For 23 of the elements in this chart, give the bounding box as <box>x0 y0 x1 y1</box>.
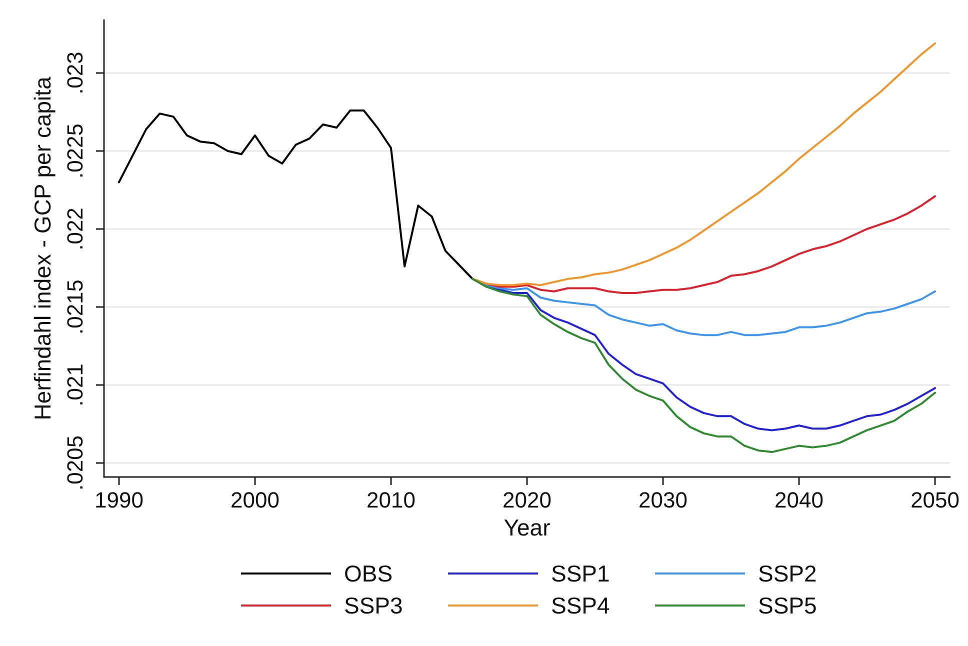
x-tick-label: 1990 <box>94 488 144 512</box>
y-tick-label: .021 <box>62 364 88 406</box>
legend-label: SSP5 <box>758 592 817 618</box>
y-tick-label: .023 <box>62 52 88 94</box>
y-tick-label: .0225 <box>62 123 88 179</box>
y-tick-label: .022 <box>62 208 88 250</box>
line-series <box>118 109 474 280</box>
x-tick-label: 2000 <box>230 488 280 512</box>
x-tick-label: 2030 <box>638 488 688 512</box>
x-tick-label: 2020 <box>502 488 552 512</box>
y-tick-label: .0215 <box>62 279 88 335</box>
legend-label: SSP3 <box>344 592 403 618</box>
legend-label: OBS <box>344 560 393 586</box>
x-axis-title: Year <box>504 514 551 540</box>
x-tick-label: 2050 <box>910 488 960 512</box>
y-tick-label: .0205 <box>62 435 88 490</box>
legend-label: SSP4 <box>551 592 610 618</box>
x-tick-label: 2010 <box>366 488 416 512</box>
legend-label: SSP1 <box>551 560 610 586</box>
legend-label: SSP2 <box>758 560 817 586</box>
x-tick-label: 2040 <box>774 488 824 512</box>
y-axis-title: Herfindahl index - GCP per capita <box>30 76 56 420</box>
line-series <box>472 42 936 286</box>
